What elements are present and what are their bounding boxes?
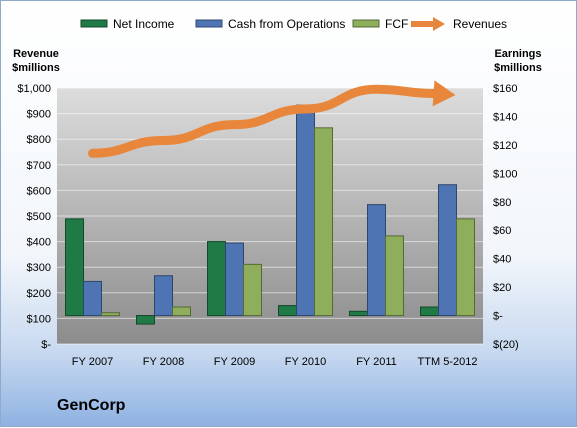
x-tick-label: FY 2008 [143, 356, 184, 368]
right-tick-label: $120 [493, 140, 517, 152]
legend-arrowhead [433, 17, 445, 31]
right-tick-label: $(20) [493, 339, 519, 351]
left-tick-label: $500 [27, 211, 51, 223]
bar-fcf [314, 127, 333, 317]
legend-label: Net Income [113, 17, 175, 31]
legend: Net Income Cash from Operations FCF Revenue… [80, 17, 507, 31]
bar-cash-from-operations [438, 184, 457, 317]
right-tick-label: $60 [493, 225, 511, 237]
bar-cash-from-operations [225, 242, 244, 317]
bar-net-income [136, 315, 155, 325]
left-axis-title-line2: $millions [12, 62, 60, 74]
right-tick-label: $- [493, 311, 503, 323]
bar-fcf [101, 312, 120, 317]
left-tick-label: $400 [27, 237, 51, 249]
x-tick-label: FY 2007 [72, 356, 113, 368]
left-tick-label: $200 [27, 288, 51, 300]
legend-swatch [352, 19, 380, 28]
left-tick-label: $600 [27, 185, 51, 197]
left-tick-label: $- [41, 339, 51, 351]
bars [65, 104, 475, 325]
legend-swatch [195, 19, 223, 28]
legend-label: FCF [385, 17, 408, 31]
right-tick-label: $100 [493, 168, 517, 180]
left-tick-label: $700 [27, 160, 51, 172]
left-axis-title-line1: Revenue [13, 48, 59, 60]
bar-cash-from-operations [83, 280, 102, 317]
left-tick-label: $800 [27, 134, 51, 146]
right-axis-title-line1: Earnings [494, 48, 541, 60]
legend-swatch [80, 19, 108, 28]
right-axis-title-line2: $millions [494, 62, 542, 74]
left-tick-label: $100 [27, 313, 51, 325]
x-tick-label: FY 2010 [285, 356, 326, 368]
bar-net-income [65, 218, 84, 317]
legend-label: Revenues [453, 17, 507, 31]
revenues-line-group [88, 80, 456, 158]
bar-net-income [420, 306, 439, 317]
bar-net-income [278, 305, 297, 317]
right-tick-label: $140 [493, 111, 517, 123]
x-tick-label: FY 2009 [214, 356, 255, 368]
left-tick-label: $300 [27, 262, 51, 274]
left-tick-label: $900 [27, 109, 51, 121]
right-axis-ticks: $(20) $- $20 $40 $60 $80 $100 $120 $140 $160 [493, 83, 519, 351]
bar-fcf [456, 218, 475, 317]
right-tick-label: $160 [493, 83, 517, 95]
bar-cash-from-operations [367, 204, 386, 317]
right-tick-label: $20 [493, 282, 511, 294]
x-tick-label: FY 2011 [356, 356, 397, 368]
right-tick-label: $40 [493, 254, 511, 266]
left-axis-ticks: $- $100 $200 $300 $400 $500 $600 $700 $800 $900 $1… [17, 83, 51, 351]
bar-fcf [243, 263, 262, 317]
bar-cash-from-operations [154, 275, 173, 317]
legend-label: Cash from Operations [228, 17, 345, 31]
company-name: GenCorp [57, 397, 126, 414]
x-tick-label: TTM 5-2012 [418, 356, 478, 368]
left-tick-label: $1,000 [17, 83, 51, 95]
revenues-line [88, 84, 441, 158]
right-tick-label: $80 [493, 197, 511, 209]
bar-net-income [349, 310, 368, 317]
revenues-arrowhead [432, 80, 456, 107]
bar-fcf [172, 306, 191, 317]
bar-fcf [385, 235, 404, 317]
bar-net-income [207, 241, 226, 317]
x-axis-labels: FY 2007 FY 2008 FY 2009 FY 2010 FY 2011 TTM 5… [72, 356, 478, 368]
bar-cash-from-operations [296, 104, 315, 317]
